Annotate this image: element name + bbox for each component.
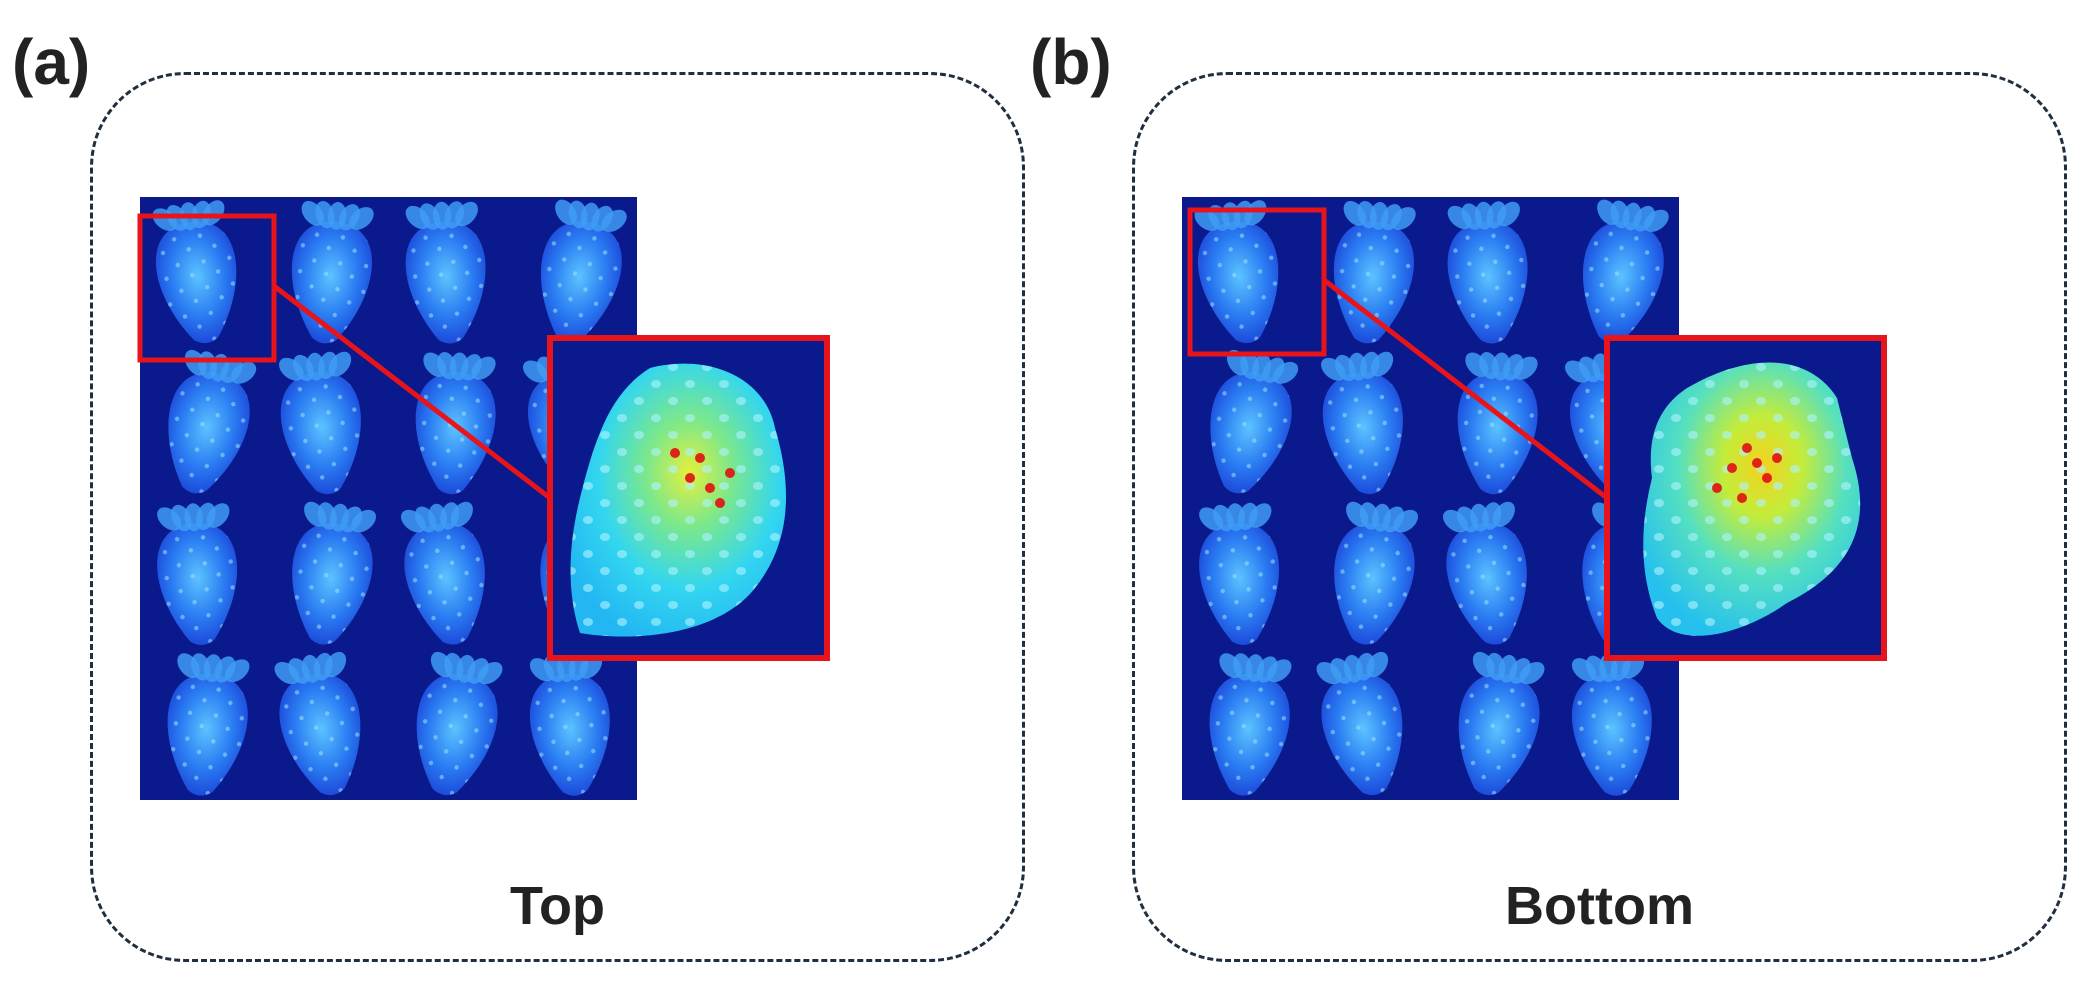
hotspot [1752,458,1762,468]
zoom-frame [547,335,830,661]
strawberry [1571,653,1652,796]
panel-b-caption: Bottom [1505,876,1694,936]
zoomed-strawberry [570,363,787,637]
hotspot [1727,463,1737,473]
zoom-connector [1322,278,1609,500]
hotspot [1772,453,1782,463]
strawberry [1447,201,1528,344]
strawberry [1199,502,1280,645]
panel-b-frame [1132,72,2067,962]
hotspot [685,473,695,483]
hotspot [695,453,705,463]
strawberry [405,201,486,344]
strawberry [416,651,503,796]
panel-a-caption: Top [510,876,605,936]
strawberry [1582,199,1669,343]
strawberry [1333,200,1416,344]
hotspot [705,483,715,493]
hotspot [1737,493,1747,503]
hotspot [670,448,680,458]
strawberry [1210,349,1299,494]
panel-label-a: (a) [12,26,91,98]
panel-a-frame [90,72,1025,962]
hotspot [725,468,735,478]
strawberry [415,352,496,495]
strawberry [1194,200,1279,344]
strawberry [167,653,250,796]
hotspot [715,498,725,508]
strawberry [1321,351,1403,495]
strawberry [152,200,237,344]
hotspot [1712,483,1722,493]
strawberry [540,199,627,343]
strawberry [1209,653,1292,796]
strawberry [292,501,376,645]
zoom-frame [1604,335,1887,661]
strawberry [279,351,361,495]
hotspot [1742,443,1752,453]
hotspot [1762,473,1772,483]
strawberry [1457,352,1538,495]
strawberry [274,651,361,796]
strawberry [1316,651,1403,796]
panel-label-b: (b) [1030,26,1112,98]
strawberry [1443,501,1527,645]
zoomed-strawberry [1643,362,1861,636]
strawberry [1334,501,1418,645]
strawberry [157,502,238,645]
strawberry [401,501,485,645]
strawberry [168,349,257,494]
strawberry [1458,651,1545,796]
zoom-connector [272,284,552,500]
